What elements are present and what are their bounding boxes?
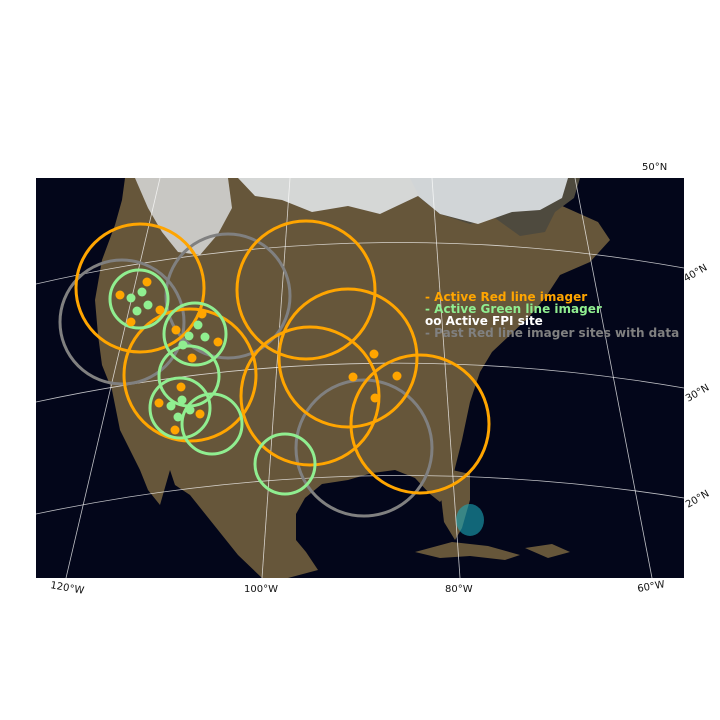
lat-label-20: 20°N [684, 488, 711, 510]
parallel-40 [36, 242, 684, 285]
site-marker-green [177, 395, 187, 405]
site-marker-green [132, 306, 142, 316]
lat-label-30: 30°N [684, 382, 711, 404]
site-marker-orange [142, 277, 152, 287]
lon-label-60: 60°W [637, 579, 666, 595]
green-ring-1 [108, 268, 170, 330]
red-ring-2 [122, 307, 258, 443]
site-marker-green [178, 340, 188, 350]
meridian-60 [574, 178, 653, 578]
legend-active-red: - Active Red line imager [425, 290, 587, 304]
parallel-20 [36, 475, 684, 515]
bahamas-shallows [456, 504, 484, 536]
site-marker-orange [115, 290, 125, 300]
site-marker-orange [348, 372, 358, 382]
past-ring-3 [294, 378, 434, 518]
snow-rockies [135, 178, 232, 255]
lat-label-40: 40°N [682, 262, 709, 284]
site-marker-orange [170, 425, 180, 435]
green-ring-4 [148, 376, 212, 440]
parallel-50 [36, 128, 684, 166]
red-ring-6 [349, 353, 491, 495]
site-marker-orange [197, 309, 207, 319]
fpi-site-markers [115, 277, 402, 435]
site-marker-orange [213, 337, 223, 347]
site-marker-green [193, 320, 203, 330]
red-ring-4 [277, 287, 419, 429]
map-panel [36, 128, 684, 578]
past-ring-1 [58, 258, 186, 386]
cuba-island [415, 542, 520, 560]
legend-past-red: - Past Red line imager sites with data [425, 326, 679, 340]
site-marker-orange [370, 393, 380, 403]
green-ring-5 [180, 392, 244, 456]
snow-canada [238, 178, 568, 224]
lon-label-100: 100°W [244, 584, 278, 595]
site-marker-green [184, 331, 194, 341]
site-marker-orange [176, 382, 186, 392]
meridian-100 [261, 178, 291, 578]
site-marker-green [166, 401, 176, 411]
site-marker-orange [195, 409, 205, 419]
imager-fields-of-view [58, 219, 491, 518]
site-marker-green [137, 287, 147, 297]
site-marker-green [126, 293, 136, 303]
hispaniola-island [525, 544, 570, 558]
meridian-80 [431, 178, 461, 578]
site-marker-orange [171, 325, 181, 335]
site-marker-green [173, 412, 183, 422]
legend-active-fpi: oo Active FPI site [425, 314, 543, 328]
site-marker-orange [392, 371, 402, 381]
past-ring-2 [164, 232, 292, 360]
site-marker-green [143, 300, 153, 310]
site-marker-orange [154, 398, 164, 408]
lon-label-80: 80°W [445, 584, 473, 595]
site-marker-green [200, 332, 210, 342]
lon-label-120: 120°W [49, 580, 84, 597]
site-marker-orange [187, 353, 197, 363]
legend-active-green: - Active Green line imager [425, 302, 602, 316]
meridian-120 [65, 178, 161, 578]
site-marker-green [185, 405, 195, 415]
red-ring-3 [235, 219, 377, 361]
green-ring-6 [253, 432, 317, 496]
green-ring-2 [162, 301, 228, 367]
lat-label-50: 50°N [642, 162, 667, 173]
site-marker-orange [369, 349, 379, 359]
site-marker-orange [155, 305, 165, 315]
longitude-labels: 120°W 100°W 80°W 60°W [49, 579, 665, 597]
site-marker-orange [126, 317, 136, 327]
map-legend: - Active Red line imager - Active Green … [425, 290, 679, 340]
red-ring-1 [74, 222, 206, 354]
